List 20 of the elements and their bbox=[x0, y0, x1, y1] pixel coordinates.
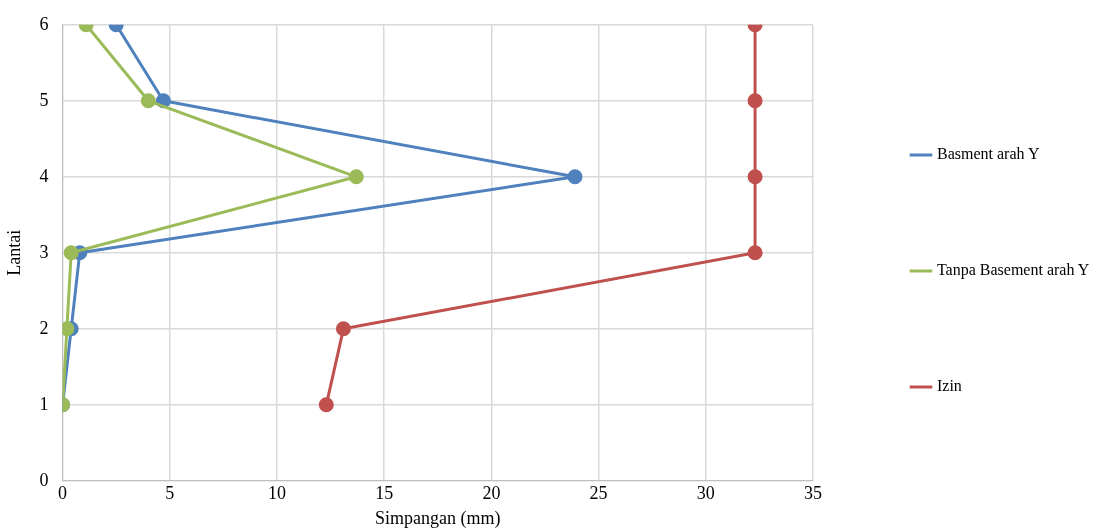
x-tick-label: 30 bbox=[696, 483, 715, 504]
y-tick-label: 3 bbox=[39, 241, 49, 262]
y-tick-label: 6 bbox=[39, 13, 49, 34]
x-tick-label: 5 bbox=[165, 483, 175, 504]
y-tick-label: 1 bbox=[39, 393, 49, 414]
y-tick-label: 5 bbox=[39, 89, 49, 110]
x-tick-label: 10 bbox=[267, 483, 286, 504]
x-axis-title: Simpangan (mm) bbox=[375, 507, 501, 529]
x-tick-label: 25 bbox=[589, 483, 608, 504]
y-axis-title: Lantai bbox=[3, 229, 24, 276]
y-tick-label: 2 bbox=[39, 317, 49, 338]
x-tick-label: 20 bbox=[482, 483, 501, 504]
y-tick-label: 0 bbox=[39, 469, 49, 490]
x-tick-label: 35 bbox=[803, 483, 822, 504]
legend-label: Basment arah Y bbox=[936, 145, 1040, 163]
y-tick-label: 4 bbox=[39, 165, 49, 186]
x-tick-label: 15 bbox=[375, 483, 394, 504]
legend-label: Tanpa Basement arah Y bbox=[936, 261, 1090, 280]
x-tick-label: 0 bbox=[58, 483, 68, 504]
legend-label: Izin bbox=[936, 377, 962, 395]
